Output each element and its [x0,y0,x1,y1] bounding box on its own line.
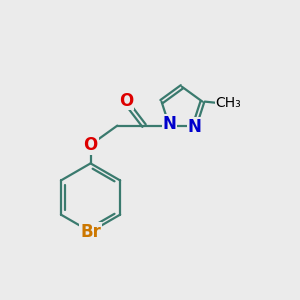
Text: Br: Br [80,223,101,241]
Text: N: N [188,118,202,136]
Text: O: O [119,92,133,110]
Text: N: N [162,115,176,133]
Text: O: O [83,136,98,154]
Text: CH₃: CH₃ [216,96,242,110]
